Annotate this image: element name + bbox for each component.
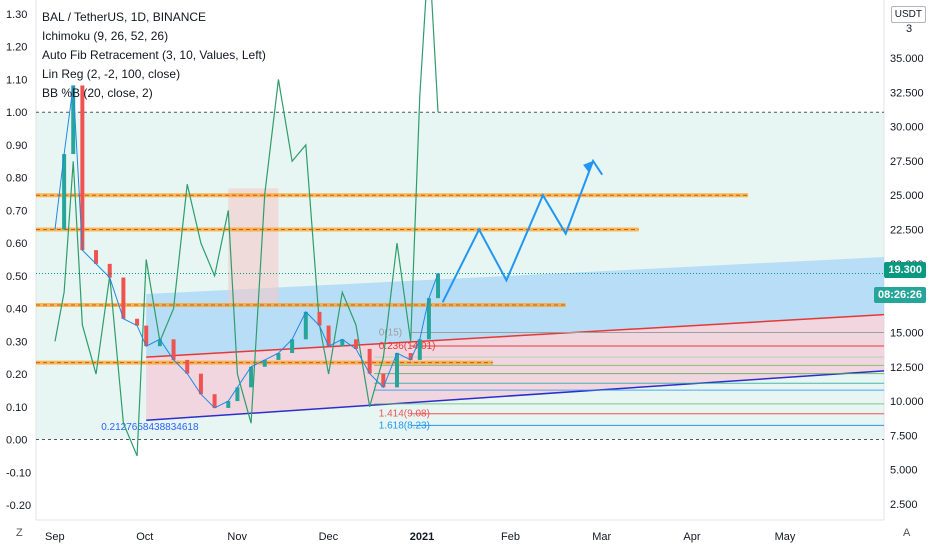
- x-axis-tick-7: Apr: [683, 531, 700, 543]
- x-axis-tick-5: Feb: [501, 531, 520, 543]
- indicator-bbpb[interactable]: BB %B (20, close, 2): [42, 86, 153, 100]
- candle-6: [121, 277, 126, 319]
- right-axis-tick-11: 7.500: [890, 430, 918, 442]
- indicator-fib[interactable]: Auto Fib Retracement (3, 10, Values, Lef…: [42, 48, 266, 62]
- left-axis-tick-2: 1.10: [6, 74, 27, 86]
- candle-9: [157, 339, 162, 347]
- x-axis-tick-3: Dec: [319, 531, 339, 543]
- candle-25: [367, 348, 372, 374]
- candle-27: [395, 353, 399, 388]
- x-axis-tick-0: Sep: [45, 531, 65, 543]
- linreg-upper-fill: [146, 256, 884, 358]
- currency-button[interactable]: USDT: [890, 6, 926, 23]
- left-axis-tick-1: 1.20: [6, 42, 27, 54]
- left-axis-tick-9: 0.40: [6, 304, 27, 316]
- x-axis-tick-6: Mar: [592, 531, 611, 543]
- left-axis-tick-7: 0.60: [6, 238, 27, 250]
- fib-label-1: 0.236(14.01): [379, 341, 436, 352]
- chart-legend: BAL / TetherUS, 1D, BINANCE Ichimoku (9,…: [42, 8, 266, 103]
- candle-26: [381, 373, 386, 388]
- candle-28: [408, 353, 413, 360]
- left-axis-tick-11: 0.20: [6, 369, 27, 381]
- candle-24: [353, 339, 358, 349]
- candle-1: [62, 154, 67, 230]
- linreg-lower-line: [146, 370, 885, 422]
- left-axis-tick-3: 1.00: [6, 107, 27, 119]
- candle-23: [340, 339, 345, 347]
- left-axis-tick-12: 0.10: [6, 402, 27, 414]
- auto-scale-button[interactable]: A: [903, 527, 911, 539]
- candle-31: [436, 273, 441, 299]
- left-axis-tick-5: 0.80: [6, 173, 27, 185]
- right-axis-tick-12: 5.000: [890, 465, 918, 477]
- candle-20: [303, 311, 308, 340]
- candle-29: [417, 339, 422, 360]
- candle-19: [290, 339, 295, 354]
- candle-11: [185, 359, 190, 374]
- indicator-ichimoku[interactable]: Ichimoku (9, 26, 52, 26): [42, 29, 169, 43]
- right-axis-tick-2: 30.000: [890, 122, 924, 134]
- candle-2: [71, 85, 76, 155]
- x-axis-tick-4: 2021: [410, 531, 434, 543]
- candle-16: [249, 366, 254, 388]
- candle-5: [107, 263, 112, 278]
- right-axis-tick-top: 3: [906, 23, 912, 35]
- right-axis-tick-13: 2.500: [890, 499, 918, 511]
- candle-21: [317, 311, 322, 326]
- linreg-lower-label: 0.2127658438834618: [101, 422, 199, 433]
- ichimoku-cloud-block: [228, 188, 279, 306]
- indicator-linreg[interactable]: Lin Reg (2, -2, 100, close): [42, 67, 181, 81]
- left-axis-tick-15: -0.20: [6, 500, 31, 512]
- candle-17: [262, 359, 267, 367]
- candle-8: [144, 325, 149, 347]
- linreg-lower-fill: [146, 314, 884, 421]
- right-axis-tick-0: 35.000: [890, 53, 924, 65]
- candle-3: [80, 85, 85, 251]
- projection-arrowhead: [583, 160, 594, 173]
- price-tag: 19.300: [884, 262, 926, 278]
- linreg-mid-line: [146, 313, 885, 358]
- left-axis-tick-6: 0.70: [6, 205, 27, 217]
- candle-14: [226, 401, 231, 408]
- right-axis-tick-1: 32.500: [890, 87, 924, 99]
- candle-4: [94, 250, 99, 264]
- candle-22: [326, 325, 331, 347]
- fib-label-2: 1.414(9.08): [379, 409, 430, 420]
- timezone-button[interactable]: Z: [16, 527, 23, 539]
- price-line: [54, 85, 439, 409]
- left-axis-tick-14: -0.10: [6, 467, 31, 479]
- candle-18: [276, 353, 281, 360]
- fib-label-0: 0(15): [379, 327, 402, 338]
- symbol-title[interactable]: BAL / TetherUS, 1D, BINANCE: [42, 10, 207, 24]
- candle-7: [135, 318, 140, 326]
- countdown-tag: 08:26:26: [873, 287, 926, 303]
- candle-12: [198, 373, 203, 395]
- right-axis-tick-9: 12.500: [890, 362, 924, 374]
- candle-30: [426, 298, 431, 340]
- candle-15: [235, 387, 240, 402]
- left-axis-tick-13: 0.00: [6, 435, 27, 447]
- right-axis-tick-5: 22.500: [890, 225, 924, 237]
- x-axis-tick-1: Oct: [136, 531, 153, 543]
- x-axis-tick-2: Nov: [227, 531, 247, 543]
- fib-label-3: 1.618(8.23): [379, 420, 430, 431]
- right-axis-tick-8: 15.000: [890, 327, 924, 339]
- left-axis-tick-4: 0.90: [6, 140, 27, 152]
- candle-13: [212, 394, 217, 408]
- bbpb-series: [54, 0, 439, 457]
- right-axis-tick-10: 10.000: [890, 396, 924, 408]
- right-axis-tick-3: 27.500: [890, 156, 924, 168]
- right-axis-tick-4: 25.000: [890, 190, 924, 202]
- left-axis-tick-0: 1.30: [6, 9, 27, 21]
- left-axis-tick-8: 0.50: [6, 271, 27, 283]
- candle-10: [171, 339, 176, 360]
- left-axis-tick-10: 0.30: [6, 336, 27, 348]
- x-axis-tick-8: May: [775, 531, 796, 543]
